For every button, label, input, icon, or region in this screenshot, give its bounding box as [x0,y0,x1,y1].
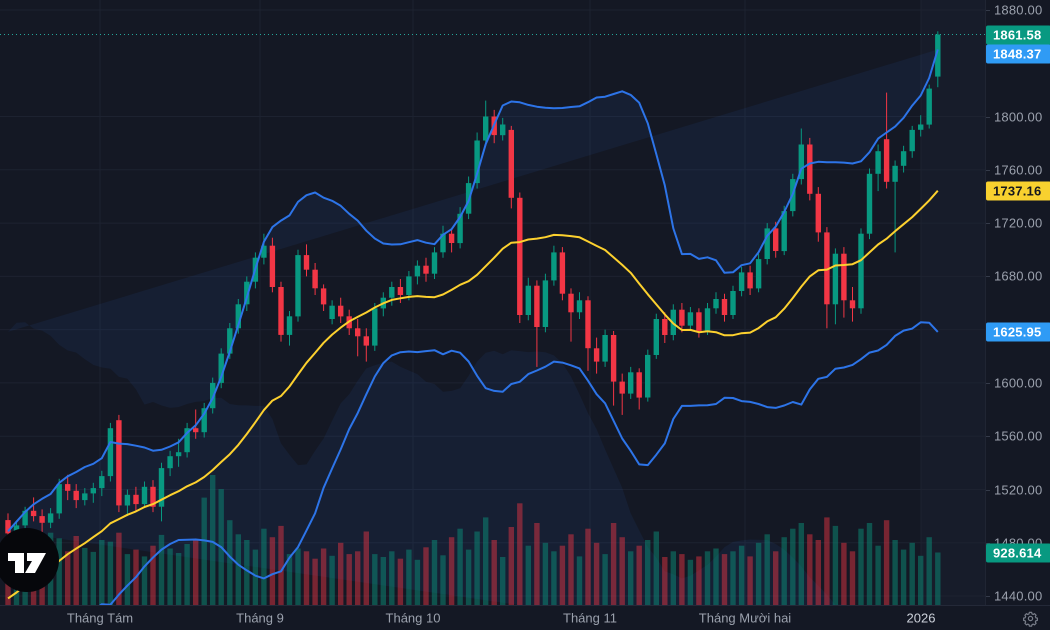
price-tick-label: 1440.00 [994,588,1043,604]
price-tick-mark [986,276,990,278]
price-tick-mark [986,116,990,118]
bollinger-basis-line [7,190,939,600]
bollinger-fill [8,49,938,605]
time-axis-month-label: Tháng 11 [563,610,617,626]
time-axis-year-label: 2026 [906,610,936,626]
candlestick-chart [0,0,985,605]
grid-lines [0,0,985,605]
price-tick-label: 1880.00 [994,2,1043,18]
price-tick-label: 1560.00 [994,428,1043,444]
price-tick-label: 1720.00 [994,215,1043,231]
volume-value-badge: 928.614 [986,543,1050,562]
tradingview-logo[interactable] [0,527,60,593]
time-axis-month-label: Tháng Mười hai [698,610,792,626]
last-price-badge: 1861.58 [986,25,1050,44]
time-axis-month-label: Tháng Tám [66,610,134,626]
price-tick-label: 1760.00 [994,162,1043,178]
chart-plot-area[interactable] [0,0,985,605]
settings-gear-icon[interactable] [1022,610,1039,627]
time-axis-month-label: Tháng 9 [236,610,284,626]
price-tick-label: 1600.00 [994,375,1043,391]
time-axis[interactable]: Tháng Tám Tháng 9 Tháng 10 Tháng 11 Tháng Mư… [0,605,1050,630]
price-tick-mark [986,489,990,491]
price-tick-mark [986,436,990,438]
time-axis-month-label: Tháng 10 [385,610,441,626]
price-tick-mark [986,169,990,171]
price-tick-label: 1800.00 [994,109,1043,124]
bollinger-lower-line [99,321,939,605]
price-tick-mark [986,596,990,597]
bollinger-upper-line [7,49,939,532]
bb-upper-value-badge: 1848.37 [986,44,1050,63]
bb-basis-value-badge: 1737.16 [986,181,1050,201]
price-tick-mark [986,223,990,225]
bb-lower-value-badge: 1625.95 [986,322,1050,342]
price-tick-mark [986,10,990,11]
price-tick-mark [986,382,990,384]
price-tick-label: 1680.00 [994,268,1043,284]
price-axis[interactable]: 1880.001800.001760.001720.001680.001640.… [985,0,1050,605]
price-tick-label: 1520.00 [994,482,1043,497]
